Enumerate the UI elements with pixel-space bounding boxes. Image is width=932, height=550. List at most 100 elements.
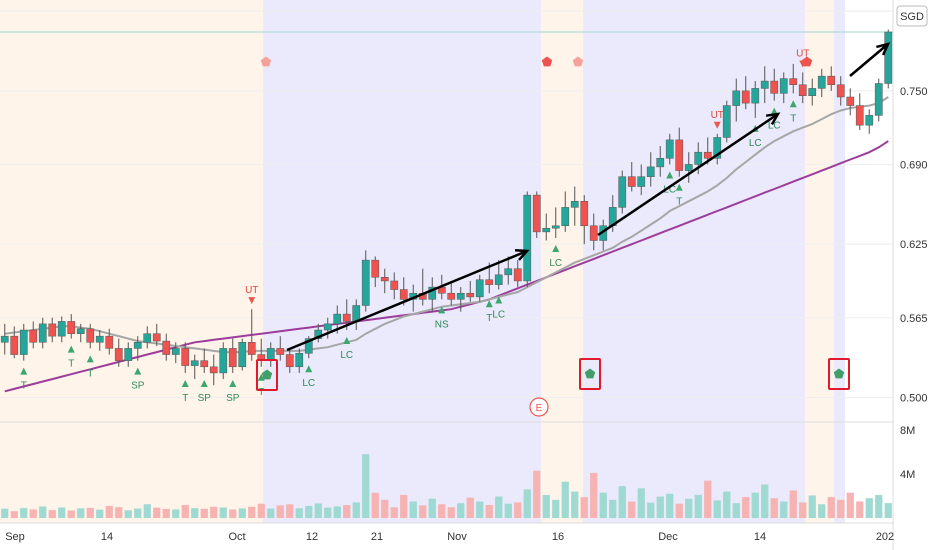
pentagon-bottom-marker-icon (833, 368, 845, 379)
volume-bar (153, 507, 161, 518)
volume-bar (647, 502, 655, 518)
candle (86, 323, 95, 349)
candle (67, 314, 76, 339)
candle (665, 133, 674, 165)
volume-bar (48, 510, 56, 518)
time-axis-tick-label: 12 (306, 531, 318, 543)
signal-up-label: T (87, 368, 93, 379)
volume-bar (200, 508, 208, 518)
candle (732, 78, 741, 122)
candle-body (247, 342, 256, 355)
signal-up-label: LC (492, 310, 505, 321)
candle-body (665, 139, 674, 159)
volume-bar (172, 509, 180, 518)
candle-body (86, 328, 95, 343)
signal-up-arrow-icon (134, 367, 142, 375)
session-band-1 (263, 0, 541, 523)
price-axis-bg (894, 0, 932, 550)
volume-axis-tick-label: 8M (900, 425, 915, 437)
volume-bar (675, 503, 683, 518)
candle-body (67, 321, 76, 334)
signal-up-arrow-icon (666, 171, 674, 179)
volume-bar (495, 496, 503, 518)
candle-body (836, 84, 845, 98)
volume-bar (343, 505, 351, 518)
volume-bar (514, 502, 522, 518)
time-axis-tick-label: 21 (371, 531, 383, 543)
candle-body (722, 105, 731, 138)
signal-up-label: LC (340, 350, 353, 361)
candle (760, 66, 769, 104)
candle-body (105, 335, 114, 349)
pentagon-bottom-marker-icon (261, 369, 273, 380)
candle (713, 133, 722, 165)
candle (884, 29, 893, 89)
candle-body (162, 340, 171, 355)
signal-up-arrow-icon (20, 367, 28, 375)
candle (532, 191, 541, 239)
candle-body (817, 75, 826, 89)
signal-up-label: LC (749, 138, 762, 149)
time-axis-tick-label: 14 (101, 531, 113, 543)
candle-body (361, 259, 370, 306)
signal-down-arrow-icon (713, 121, 721, 129)
volume-bar (770, 498, 778, 518)
candle (29, 321, 38, 349)
volume-bar (723, 491, 731, 518)
candle-body (760, 80, 769, 89)
trend-arrow-3-head (876, 42, 891, 56)
candle-body (190, 360, 199, 366)
candle-body (865, 115, 874, 126)
candle (181, 342, 190, 373)
session-band-3 (583, 0, 805, 523)
signal-up-arrow-icon (770, 107, 778, 115)
candle-body (703, 151, 712, 159)
candle-body (551, 225, 560, 229)
signal-up-arrow-icon (485, 300, 493, 308)
signal-up-arrow-icon (200, 379, 208, 387)
candle-body (523, 194, 532, 282)
volume-bar (333, 506, 341, 518)
candle (0, 323, 9, 355)
volume-bar (67, 510, 75, 518)
highlight-box (579, 358, 601, 390)
candle-body (656, 158, 665, 168)
volume-bar (808, 495, 816, 518)
earnings-marker-icon (529, 397, 549, 417)
candle-body (466, 292, 475, 298)
signal-up-arrow-icon (305, 365, 313, 373)
candle (114, 338, 123, 367)
volume-bar (571, 491, 579, 518)
candle (105, 328, 114, 355)
time-axis-tick-label: Sep (5, 531, 25, 543)
candle-body (675, 139, 684, 171)
volume-bar (238, 508, 246, 518)
volume-bar (542, 494, 550, 518)
candle (808, 78, 817, 106)
volume-axis-tick-label: 4M (900, 469, 915, 481)
signal-up-label: T (68, 359, 74, 370)
volume-bar (685, 498, 693, 518)
time-axis-tick-label: Dec (658, 531, 678, 543)
candle-body (171, 348, 180, 355)
candle (10, 326, 19, 359)
signal-up-arrow-icon (181, 379, 189, 387)
volume-bar (219, 507, 227, 518)
price-axis-tick-label: 0.565 (900, 313, 928, 325)
volume-bar (305, 505, 313, 518)
signal-up-label: SP (226, 393, 240, 404)
volume-bar (229, 509, 237, 518)
candle-body (181, 348, 190, 366)
volume-bar (856, 501, 864, 518)
candle-body (855, 105, 864, 126)
candle (542, 213, 551, 241)
candle (152, 323, 161, 346)
candle (504, 256, 513, 285)
signal-up-arrow-icon (229, 379, 237, 387)
volume-bar (428, 498, 436, 518)
candle (143, 326, 152, 349)
candle-body (542, 227, 551, 233)
signal-up-label: SP (198, 393, 212, 404)
candle-body (751, 88, 760, 104)
volume-bar (191, 508, 199, 518)
